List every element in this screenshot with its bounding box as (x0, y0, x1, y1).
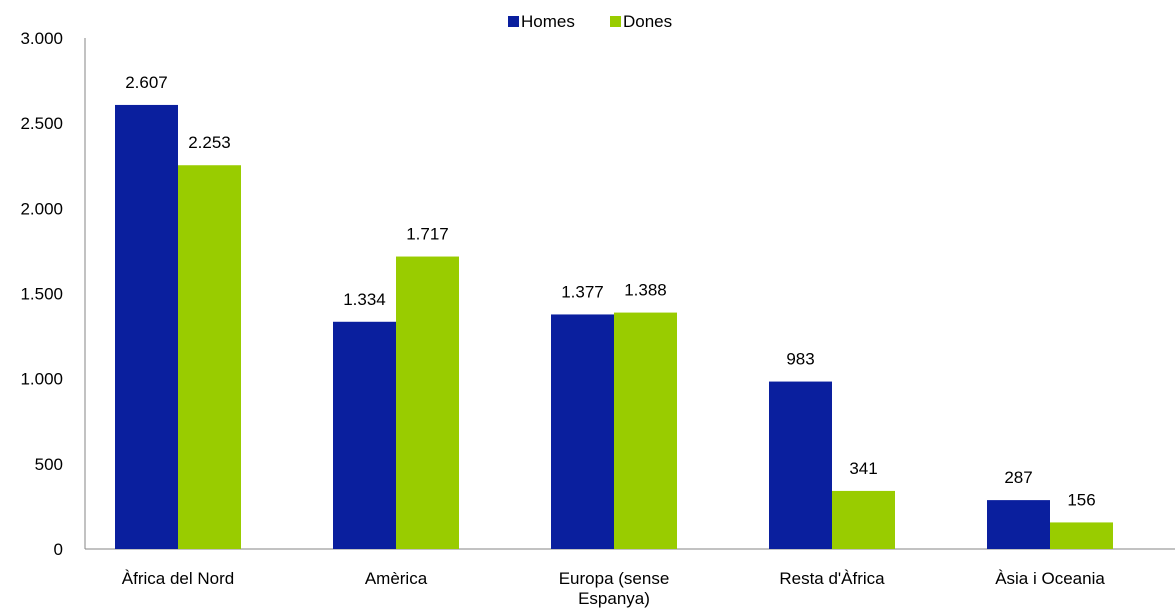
data-label-homes-3: 983 (786, 350, 814, 369)
y-tick-label: 3.000 (20, 29, 63, 48)
y-tick-label: 0 (54, 540, 63, 559)
data-label-dones-4: 156 (1067, 490, 1095, 509)
legend: Homes Dones (508, 12, 672, 31)
category-label-3: Resta d'Àfrica (779, 569, 885, 588)
y-tick-label: 2.500 (20, 114, 63, 133)
bar-dones-3 (832, 490, 895, 549)
data-label-homes-0: 2.607 (125, 73, 168, 92)
category-label-line: Espanya) (578, 589, 650, 608)
category-label-4: Àsia i Oceania (995, 569, 1105, 588)
y-tick-label: 1.000 (20, 370, 63, 389)
bar-homes-1 (333, 321, 396, 549)
y-tick-label: 2.000 (20, 199, 63, 218)
category-label-line: Europa (sense (559, 569, 670, 588)
bar-homes-0 (115, 104, 178, 549)
bar-dones-0 (178, 165, 241, 549)
bar-dones-4 (1050, 522, 1113, 549)
bar-homes-2 (551, 314, 614, 549)
data-label-homes-4: 287 (1004, 468, 1032, 487)
legend-swatch-homes (508, 16, 519, 27)
bars (115, 104, 1113, 549)
bar-dones-1 (396, 256, 459, 549)
category-label-0: Àfrica del Nord (122, 569, 234, 588)
category-label-2: Europa (sense Espanya) (559, 569, 670, 608)
y-tick-label: 500 (35, 455, 63, 474)
bar-homes-3 (769, 381, 832, 549)
data-label-dones-3: 341 (849, 459, 877, 478)
y-tick-labels: 0 500 1.000 1.500 2.000 2.500 3.000 (20, 29, 63, 559)
data-labels: 2.607 2.253 1.334 1.717 1.377 1.388 983 341 287 1… (125, 73, 1095, 509)
legend-label-homes: Homes (521, 12, 575, 31)
data-label-homes-1: 1.334 (343, 290, 386, 309)
category-label-line: Àfrica del Nord (122, 569, 234, 588)
category-label-line: Amèrica (365, 569, 428, 588)
data-label-dones-2: 1.388 (624, 281, 667, 300)
category-label-line: Àsia i Oceania (995, 569, 1105, 588)
bar-homes-4 (987, 500, 1050, 549)
data-label-dones-1: 1.717 (406, 225, 449, 244)
data-label-homes-2: 1.377 (561, 282, 604, 301)
legend-swatch-dones (610, 16, 621, 27)
bar-dones-2 (614, 312, 677, 549)
y-tick-label: 1.500 (20, 285, 63, 304)
category-label-1: Amèrica (365, 569, 428, 588)
category-label-line: Resta d'Àfrica (779, 569, 885, 588)
data-label-dones-0: 2.253 (188, 133, 231, 152)
category-labels: Àfrica del Nord Amèrica Europa (sense Espan… (122, 569, 1106, 608)
legend-label-dones: Dones (623, 12, 672, 31)
